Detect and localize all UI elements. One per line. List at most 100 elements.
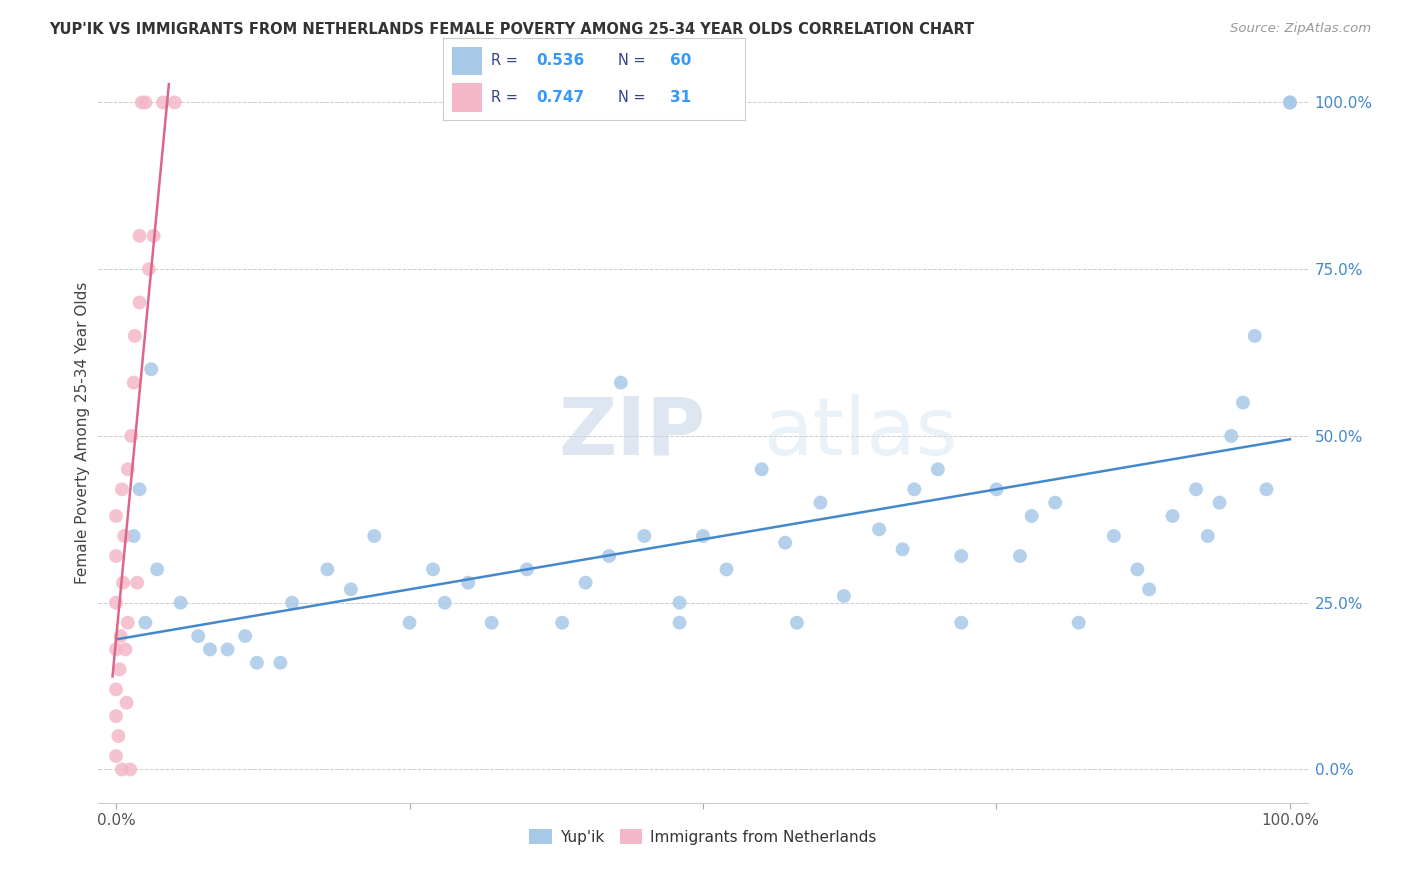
Point: [198, 642, 221, 657]
Point: [152, 95, 174, 110]
Point: [1256, 483, 1278, 497]
Text: atlas: atlas: [763, 393, 957, 472]
Point: [131, 95, 153, 110]
Point: [363, 529, 385, 543]
Legend: Yup'ik, Immigrants from Netherlands: Yup'ik, Immigrants from Netherlands: [523, 822, 883, 851]
Point: [233, 629, 256, 643]
Point: [316, 562, 339, 576]
Point: [134, 95, 156, 110]
Text: 0.536: 0.536: [537, 54, 585, 69]
Text: Source: ZipAtlas.com: Source: ZipAtlas.com: [1230, 22, 1371, 36]
Point: [105, 508, 128, 523]
Point: [122, 529, 145, 543]
Point: [551, 615, 574, 630]
Point: [868, 522, 890, 536]
Point: [433, 596, 456, 610]
Point: [1243, 329, 1265, 343]
Point: [808, 496, 831, 510]
Point: [105, 682, 128, 697]
Point: [128, 228, 150, 243]
Point: [950, 615, 973, 630]
Point: [692, 529, 714, 543]
Point: [187, 629, 209, 643]
Point: [1067, 615, 1090, 630]
Point: [105, 596, 128, 610]
Text: ZIP: ZIP: [558, 393, 706, 472]
Point: [105, 709, 128, 723]
Point: [1278, 95, 1301, 110]
Point: [773, 535, 796, 549]
Text: YUP'IK VS IMMIGRANTS FROM NETHERLANDS FEMALE POVERTY AMONG 25-34 YEAR OLDS CORRE: YUP'IK VS IMMIGRANTS FROM NETHERLANDS FE…: [49, 22, 974, 37]
Point: [1137, 582, 1160, 597]
Point: [786, 615, 808, 630]
Point: [128, 295, 150, 310]
Point: [114, 642, 136, 657]
Point: [142, 228, 165, 243]
Point: [668, 596, 690, 610]
Point: [163, 95, 186, 110]
Text: N =: N =: [619, 54, 651, 69]
Point: [1197, 529, 1219, 543]
Point: [516, 562, 538, 576]
Point: [1220, 429, 1243, 443]
Bar: [451, 84, 482, 112]
Point: [1126, 562, 1149, 576]
Point: [1208, 496, 1230, 510]
Point: [281, 596, 304, 610]
Point: [115, 696, 138, 710]
Point: [1278, 95, 1301, 110]
Point: [927, 462, 949, 476]
Point: [110, 629, 132, 643]
Point: [107, 729, 129, 743]
Point: [751, 462, 773, 476]
Point: [169, 596, 191, 610]
Point: [398, 615, 420, 630]
Point: [128, 483, 150, 497]
Point: [269, 656, 291, 670]
Point: [1043, 496, 1066, 510]
Point: [134, 615, 156, 630]
Point: [246, 656, 269, 670]
Point: [668, 615, 690, 630]
Point: [112, 575, 135, 590]
Point: [457, 575, 479, 590]
Bar: [451, 46, 482, 75]
Point: [138, 262, 160, 277]
Point: [1232, 395, 1254, 409]
Point: [891, 542, 914, 557]
Point: [1021, 508, 1043, 523]
Point: [903, 483, 925, 497]
Point: [105, 642, 128, 657]
Point: [340, 582, 363, 597]
Point: [950, 549, 973, 563]
Point: [112, 529, 135, 543]
Point: [1185, 483, 1208, 497]
Point: [105, 749, 128, 764]
Point: [610, 376, 633, 390]
Point: [1161, 508, 1184, 523]
Point: [217, 642, 239, 657]
Point: [111, 763, 134, 777]
Point: [111, 483, 134, 497]
Point: [117, 615, 139, 630]
Point: [575, 575, 598, 590]
Point: [986, 483, 1008, 497]
Point: [117, 462, 139, 476]
Point: [127, 575, 149, 590]
Point: [105, 549, 128, 563]
Point: [122, 376, 145, 390]
Point: [120, 763, 142, 777]
Point: [481, 615, 503, 630]
Point: [1008, 549, 1031, 563]
Text: R =: R =: [491, 54, 523, 69]
Text: 31: 31: [669, 90, 690, 105]
Point: [422, 562, 444, 576]
Point: [146, 562, 169, 576]
Text: R =: R =: [491, 90, 523, 105]
Point: [598, 549, 620, 563]
Text: N =: N =: [619, 90, 655, 105]
Point: [124, 329, 146, 343]
Point: [832, 589, 855, 603]
Text: 60: 60: [669, 54, 690, 69]
Point: [633, 529, 655, 543]
